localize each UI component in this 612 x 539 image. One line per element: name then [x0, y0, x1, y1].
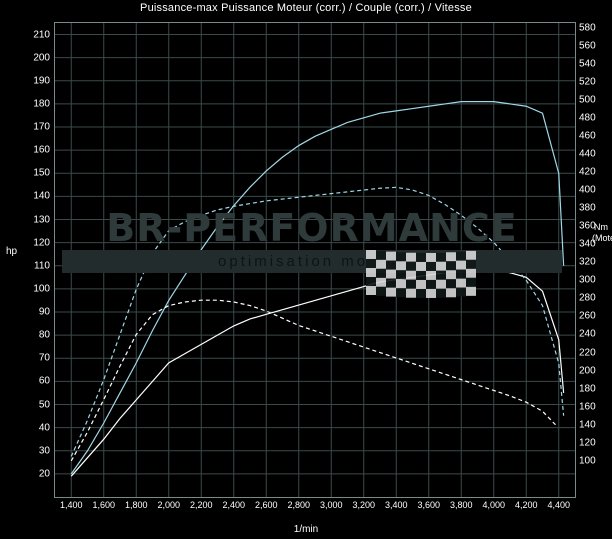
y-tick-left: 90 [38, 306, 50, 318]
y-tick-right: 200 [579, 365, 596, 377]
y-tick-left: 80 [38, 329, 50, 341]
x-tick: 3,400 [384, 500, 408, 510]
x-tick: 1,800 [124, 500, 148, 510]
x-tick: 2,400 [222, 500, 246, 510]
y-tick-right: 360 [579, 220, 596, 232]
y-tick-right: 580 [579, 22, 596, 33]
y-tick-left: 20 [38, 468, 50, 480]
y-tick-right: 540 [579, 58, 596, 70]
y-tick-left: 190 [33, 75, 50, 87]
y-tick-left: 70 [38, 352, 50, 364]
x-tick: 4,000 [482, 500, 506, 510]
x-tick: 2,800 [287, 500, 311, 510]
y-axis-right-label: Nm (Moteur) [592, 222, 612, 243]
y-tick-left: 130 [33, 214, 50, 226]
x-tick: 4,400 [547, 500, 571, 510]
y-tick-right: 140 [579, 419, 596, 431]
y-tick-right: 220 [579, 347, 596, 359]
x-tick: 3,800 [449, 500, 473, 510]
series-curve [70, 269, 565, 477]
y-tick-right: 240 [579, 328, 596, 340]
x-tick: 3,200 [352, 500, 376, 510]
series-curve [70, 101, 565, 475]
series-curve [70, 186, 565, 457]
y-tick-right: 100 [579, 455, 596, 467]
y-tick-left: 200 [33, 52, 50, 64]
y-tick-right: 340 [579, 238, 596, 250]
y-tick-left: 110 [34, 260, 50, 272]
x-axis-label: 1/min [293, 524, 319, 535]
y-tick-right: 300 [579, 274, 596, 286]
data-curves [70, 101, 565, 477]
y-tick-left: 140 [33, 190, 50, 202]
y-axis-left-label: hp [6, 246, 18, 257]
y-tick-right: 380 [579, 202, 596, 214]
y-tick-right: 440 [579, 148, 596, 160]
x-tick: 2,600 [254, 500, 278, 510]
y-tick-right: 260 [579, 310, 596, 322]
y-tick-right: 520 [579, 76, 596, 88]
y-tick-left: 180 [33, 98, 50, 110]
y-tick-left: 210 [33, 29, 50, 41]
y-tick-right: 480 [579, 112, 596, 124]
x-tick: 3,600 [417, 500, 441, 510]
y-tick-left: 60 [38, 375, 50, 387]
y-tick-left: 50 [38, 399, 50, 410]
series-curve [70, 299, 556, 462]
x-tick: 2,000 [157, 500, 181, 510]
y-tick-right: 280 [579, 292, 596, 304]
y-tick-right: 400 [579, 184, 596, 196]
y-tick-left: 100 [33, 283, 50, 295]
x-tick: 3,000 [319, 500, 343, 510]
y-tick-right: 560 [579, 40, 596, 52]
x-tick: 2,200 [189, 500, 213, 510]
page-title: Puissance-max Puissance Moteur (corr.) /… [140, 2, 472, 14]
y-tick-right: 180 [579, 383, 596, 395]
y-tick-left: 150 [33, 167, 50, 179]
plot-area [54, 22, 576, 498]
y-tick-right: 460 [579, 130, 596, 142]
y-tick-left: 40 [38, 422, 50, 434]
y-tick-right: 120 [579, 437, 596, 449]
x-axis-ticks: 1,400 1,600 1,800 2,000 2,200 2,400 2,600 2,800… [0, 500, 612, 524]
checkered-flag-icon [366, 250, 476, 298]
x-tick: 4,200 [514, 500, 538, 510]
y-tick-left: 30 [38, 445, 50, 457]
y-tick-left: 160 [33, 144, 50, 156]
y-tick-right: 500 [579, 94, 596, 106]
x-tick: 1,600 [92, 500, 116, 510]
y-tick-right: 320 [579, 256, 596, 268]
y-tick-left: 120 [33, 237, 50, 249]
y-tick-left: 170 [33, 121, 50, 133]
y-tick-right: 420 [579, 166, 596, 178]
y-tick-right: 160 [579, 401, 596, 413]
x-tick: 1,400 [59, 500, 83, 510]
